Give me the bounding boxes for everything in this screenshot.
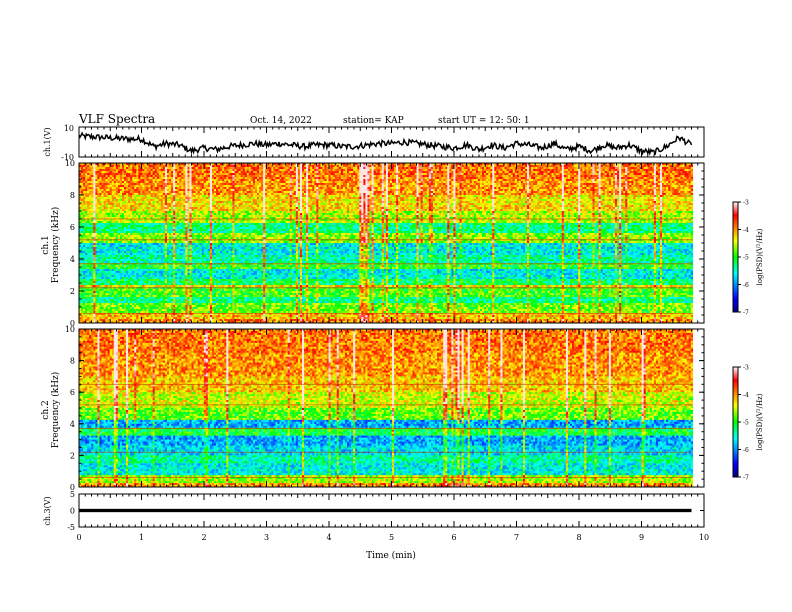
x-tick-label: 10 bbox=[699, 533, 709, 542]
ch1-spec-ylabel-frequency: Frequency (kHz) bbox=[50, 207, 61, 284]
header-station: station= KAP bbox=[343, 116, 404, 126]
y-tick-label: 4 bbox=[70, 255, 75, 264]
header-date: Oct. 14, 2022 bbox=[250, 116, 312, 126]
y-tick-label: -5 bbox=[67, 523, 75, 532]
x-tick-label: 6 bbox=[451, 533, 456, 542]
ch2-spec-ylabel-frequency: Frequency (kHz) bbox=[50, 372, 61, 449]
ch1-spectrogram-panel: 0 2 4 6 8 10 ch.1 Frequency (kHz) -3 -4 -5 -6 -7 … bbox=[41, 159, 764, 328]
ch2-spectrogram-panel: 0 2 4 6 8 10 ch.2 Frequency (kHz) -3 -4 -5 -6 -7 … bbox=[41, 325, 764, 492]
ch2-colorbar: -3 -4 -5 -6 -7 log(PSD)(V²/Hz) bbox=[732, 365, 764, 482]
y-tick-label: 10 bbox=[65, 325, 75, 334]
y-tick-label: 5 bbox=[70, 490, 75, 499]
x-tick-label: 3 bbox=[264, 533, 269, 542]
x-axis-label: Time (min) bbox=[366, 550, 416, 561]
figure-title: VLF Spectra bbox=[78, 112, 155, 126]
y-tick-label: 0 bbox=[70, 483, 75, 492]
y-tick-label: 2 bbox=[70, 451, 75, 460]
y-tick-label: 8 bbox=[70, 357, 75, 366]
x-tick-label: 4 bbox=[326, 533, 331, 542]
ch1-wave-ylabel: ch.1(V) bbox=[43, 127, 52, 156]
ch1-wave-ytick-top: 10 bbox=[64, 124, 74, 133]
y-tick-label: 2 bbox=[70, 287, 75, 296]
y-tick-label: 6 bbox=[70, 223, 75, 232]
ch2-spec-ylabel-channel: ch.2 bbox=[41, 400, 51, 419]
y-tick-label: 0 bbox=[70, 507, 75, 516]
ch1-waveform-panel: 10 -10 ch.1(V) bbox=[43, 124, 705, 162]
colorbar-tick-label: -4 bbox=[743, 227, 749, 234]
x-tick-label: 2 bbox=[201, 533, 206, 542]
colorbar-tick-label: -7 bbox=[743, 310, 749, 317]
ch1-wave-ytick-bottom: -10 bbox=[61, 153, 74, 162]
colorbar-tick-label: -3 bbox=[743, 200, 749, 207]
y-tick-label: 6 bbox=[70, 388, 75, 397]
y-tick-label: 8 bbox=[70, 191, 75, 200]
colorbar-tick-label: -5 bbox=[743, 255, 749, 262]
x-tick-label: 8 bbox=[576, 533, 581, 542]
ch1-colorbar-label: log(PSD)(V²/Hz) bbox=[756, 228, 764, 285]
ch1-waveform-line bbox=[78, 131, 693, 156]
ch2-colorbar-label: log(PSD)(V²/Hz) bbox=[756, 393, 764, 450]
y-tick-label: 10 bbox=[65, 159, 75, 168]
colorbar-tick-label: -4 bbox=[743, 392, 749, 399]
ch2-spectrogram-image bbox=[79, 329, 704, 488]
ch1-spectrogram-image bbox=[79, 163, 704, 324]
colorbar-tick-label: -6 bbox=[743, 447, 749, 454]
x-tick-label: 0 bbox=[76, 533, 81, 542]
x-tick-label: 9 bbox=[639, 533, 644, 542]
header-start-ut: start UT = 12: 50: 1 bbox=[438, 116, 530, 126]
y-tick-label: 0 bbox=[70, 319, 75, 328]
ch3-waveform-band bbox=[79, 508, 692, 513]
y-tick-label: 4 bbox=[70, 420, 75, 429]
colorbar-tick-label: -5 bbox=[743, 420, 749, 427]
x-tick-label: 5 bbox=[389, 533, 394, 542]
ch1-spec-ylabel-channel: ch.1 bbox=[41, 235, 51, 254]
ch3-ylabel: ch.3(V) bbox=[43, 496, 52, 525]
ch1-colorbar: -3 -4 -5 -6 -7 log(PSD)(V²/Hz) bbox=[732, 200, 764, 317]
x-tick-label: 1 bbox=[139, 533, 144, 542]
colorbar-tick-label: -6 bbox=[743, 282, 749, 289]
colorbar-tick-label: -3 bbox=[743, 365, 749, 372]
x-tick-label: 7 bbox=[514, 533, 519, 542]
colorbar-tick-label: -7 bbox=[743, 475, 749, 482]
